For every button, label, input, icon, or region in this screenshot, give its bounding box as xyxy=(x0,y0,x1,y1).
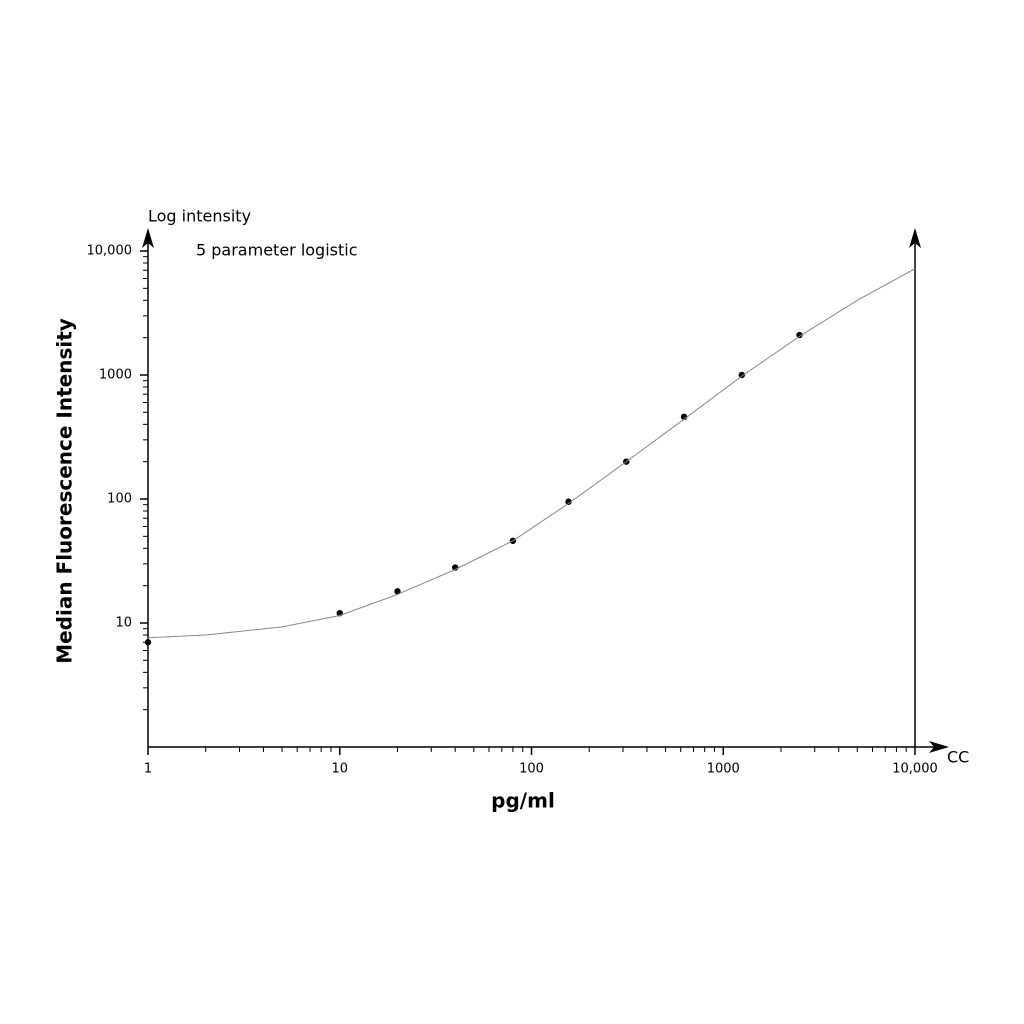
annotation: 5 parameter logistic xyxy=(196,241,358,260)
arrows xyxy=(142,228,949,753)
arrow xyxy=(142,228,154,248)
arrow xyxy=(909,228,921,248)
data-point xyxy=(144,639,152,646)
x-tick-label: 1 xyxy=(144,762,152,777)
y-axis-caption: Log intensity xyxy=(148,207,251,226)
axes xyxy=(147,234,943,748)
data-point xyxy=(796,331,803,339)
x-tick-label: 10 xyxy=(331,762,348,777)
y-tick-label: 1000 xyxy=(99,368,132,383)
arrow xyxy=(929,741,949,753)
x-tick-label: 1000 xyxy=(707,762,740,777)
y-tick-label: 100 xyxy=(107,492,132,507)
data-point xyxy=(738,371,746,379)
y-axis-title: Median Fluorescence Intensity xyxy=(53,318,77,664)
x-axis-title: pg/ml xyxy=(491,789,555,813)
fit-curve xyxy=(147,268,916,639)
data-point xyxy=(565,498,572,505)
x-axis-end-label: CC xyxy=(947,748,969,767)
x-tick-label: 10,000 xyxy=(892,762,938,777)
y-tick-label: 10,000 xyxy=(87,244,133,259)
x-tick-label: 100 xyxy=(519,762,544,777)
y-tick-label: 10 xyxy=(115,616,132,631)
data-point xyxy=(394,588,401,595)
